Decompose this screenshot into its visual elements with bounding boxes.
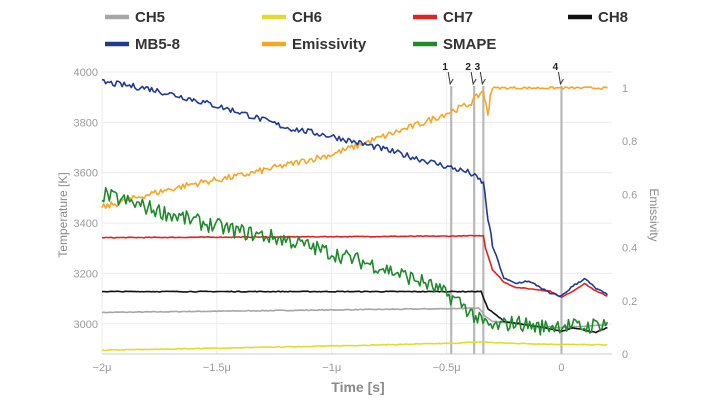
series-line-emissivity xyxy=(101,86,608,209)
y-axis-title: Temperature [K] xyxy=(56,172,70,257)
marker-label-3: 3 xyxy=(475,62,481,73)
y2-tick-label: 0.6 xyxy=(622,189,637,201)
x-tick-label: 0 xyxy=(558,362,564,374)
series-lines xyxy=(101,79,609,352)
series-line-mb5-8 xyxy=(102,79,608,298)
legend-label-emissivity: Emissivity xyxy=(292,36,367,53)
y-tick-label: 3200 xyxy=(74,268,98,280)
marker-arrow-2 xyxy=(470,71,477,86)
y-tick-label: 3800 xyxy=(74,117,98,129)
legend-label-smape: SMAPE xyxy=(443,36,496,53)
legend-label-mb5-8: MB5-8 xyxy=(135,36,180,53)
y2-axis-title: Emissivity xyxy=(647,188,661,241)
x-tick-label: −0.5μ xyxy=(433,362,461,374)
marker-label-4: 4 xyxy=(553,62,559,73)
legend: CH5 CH6 CH7 CH8 MB5-8 Emissivity SMAPE xyxy=(105,9,628,53)
marker-label-2: 2 xyxy=(465,62,471,73)
series-line-ch6 xyxy=(101,341,608,352)
y2-tick-label: 0.4 xyxy=(622,243,637,255)
series-line-smape xyxy=(101,187,609,336)
legend-label-ch6: CH6 xyxy=(292,9,322,26)
legend-label-ch5: CH5 xyxy=(135,9,165,26)
y-tick-label: 4000 xyxy=(74,67,98,79)
axis-ticks: −2μ −1.5μ −1μ −0.5μ 0 3000 3200 3400 3600 3800 400… xyxy=(74,67,638,374)
legend-label-ch8: CH8 xyxy=(598,9,628,26)
y2-tick-label: 1 xyxy=(622,83,628,95)
marker-arrow-3 xyxy=(479,71,486,86)
x-tick-label: −1.5μ xyxy=(203,362,231,374)
y2-tick-label: 0 xyxy=(622,349,628,361)
series-line-ch7 xyxy=(101,234,608,298)
marker-label-1: 1 xyxy=(442,62,448,73)
x-tick-label: −1μ xyxy=(322,362,341,374)
x-axis-title: Time [s] xyxy=(331,379,384,395)
y2-tick-label: 0.2 xyxy=(622,296,637,308)
y-tick-label: 3000 xyxy=(74,319,98,331)
x-tick-label: −2μ xyxy=(93,362,112,374)
y-tick-label: 3600 xyxy=(74,168,98,180)
y2-tick-label: 0.8 xyxy=(622,136,637,148)
marker-arrow-1 xyxy=(447,71,454,86)
legend-label-ch7: CH7 xyxy=(443,9,473,26)
y-tick-label: 3400 xyxy=(74,218,98,230)
marker-arrow-4 xyxy=(557,71,564,86)
